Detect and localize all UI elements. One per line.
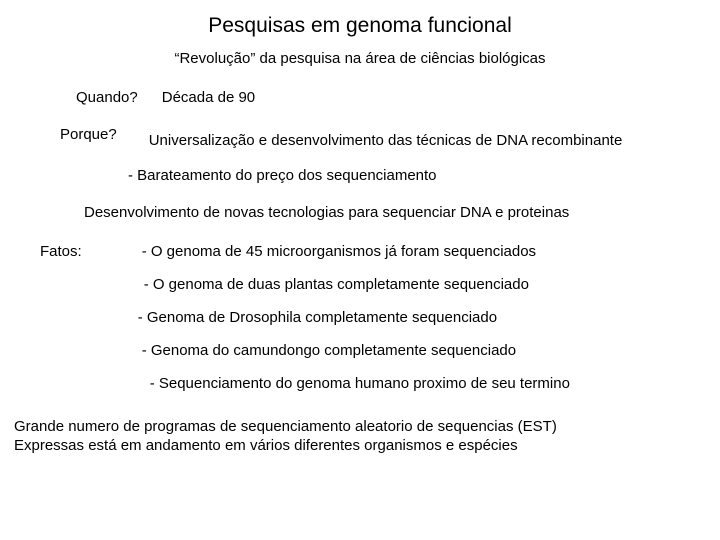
porque-row: Porque? Universalização e desenvolviment… xyxy=(0,124,720,149)
quando-row: Quando? Década de 90 xyxy=(0,89,720,106)
footer-line-1: Grande numero de programas de sequenciam… xyxy=(14,418,720,437)
fact-item: - Sequenciamento do genoma humano proxim… xyxy=(150,375,570,392)
slide-title: Pesquisas em genoma funcional xyxy=(0,0,720,38)
why-extra-2: Desenvolvimento de novas tecnologias par… xyxy=(84,204,720,221)
quando-label: Quando? xyxy=(76,89,138,106)
fact-item: - Genoma do camundongo completamente seq… xyxy=(142,342,570,359)
fatos-label: Fatos: xyxy=(40,243,82,392)
footer-line-2: Expressas está em andamento em vários di… xyxy=(14,437,720,456)
slide-subtitle: “Revolução” da pesquisa na área de ciênc… xyxy=(0,50,720,67)
fact-item: - O genoma de duas plantas completamente… xyxy=(144,276,570,293)
porque-label: Porque? xyxy=(60,124,117,149)
fact-item: - Genoma de Drosophila completamente seq… xyxy=(138,309,570,326)
quando-value: Década de 90 xyxy=(162,89,255,106)
fatos-row: Fatos: - O genoma de 45 microorganismos … xyxy=(0,243,720,392)
porque-value: Universalização e desenvolvimento das té… xyxy=(149,124,623,149)
footer-text: Grande numero de programas de sequenciam… xyxy=(14,418,720,456)
why-extra-1: - Barateamento do preço dos sequenciamen… xyxy=(128,167,720,184)
fatos-list: - O genoma de 45 microorganismos já fora… xyxy=(142,243,570,392)
fact-item: - O genoma de 45 microorganismos já fora… xyxy=(142,243,570,260)
